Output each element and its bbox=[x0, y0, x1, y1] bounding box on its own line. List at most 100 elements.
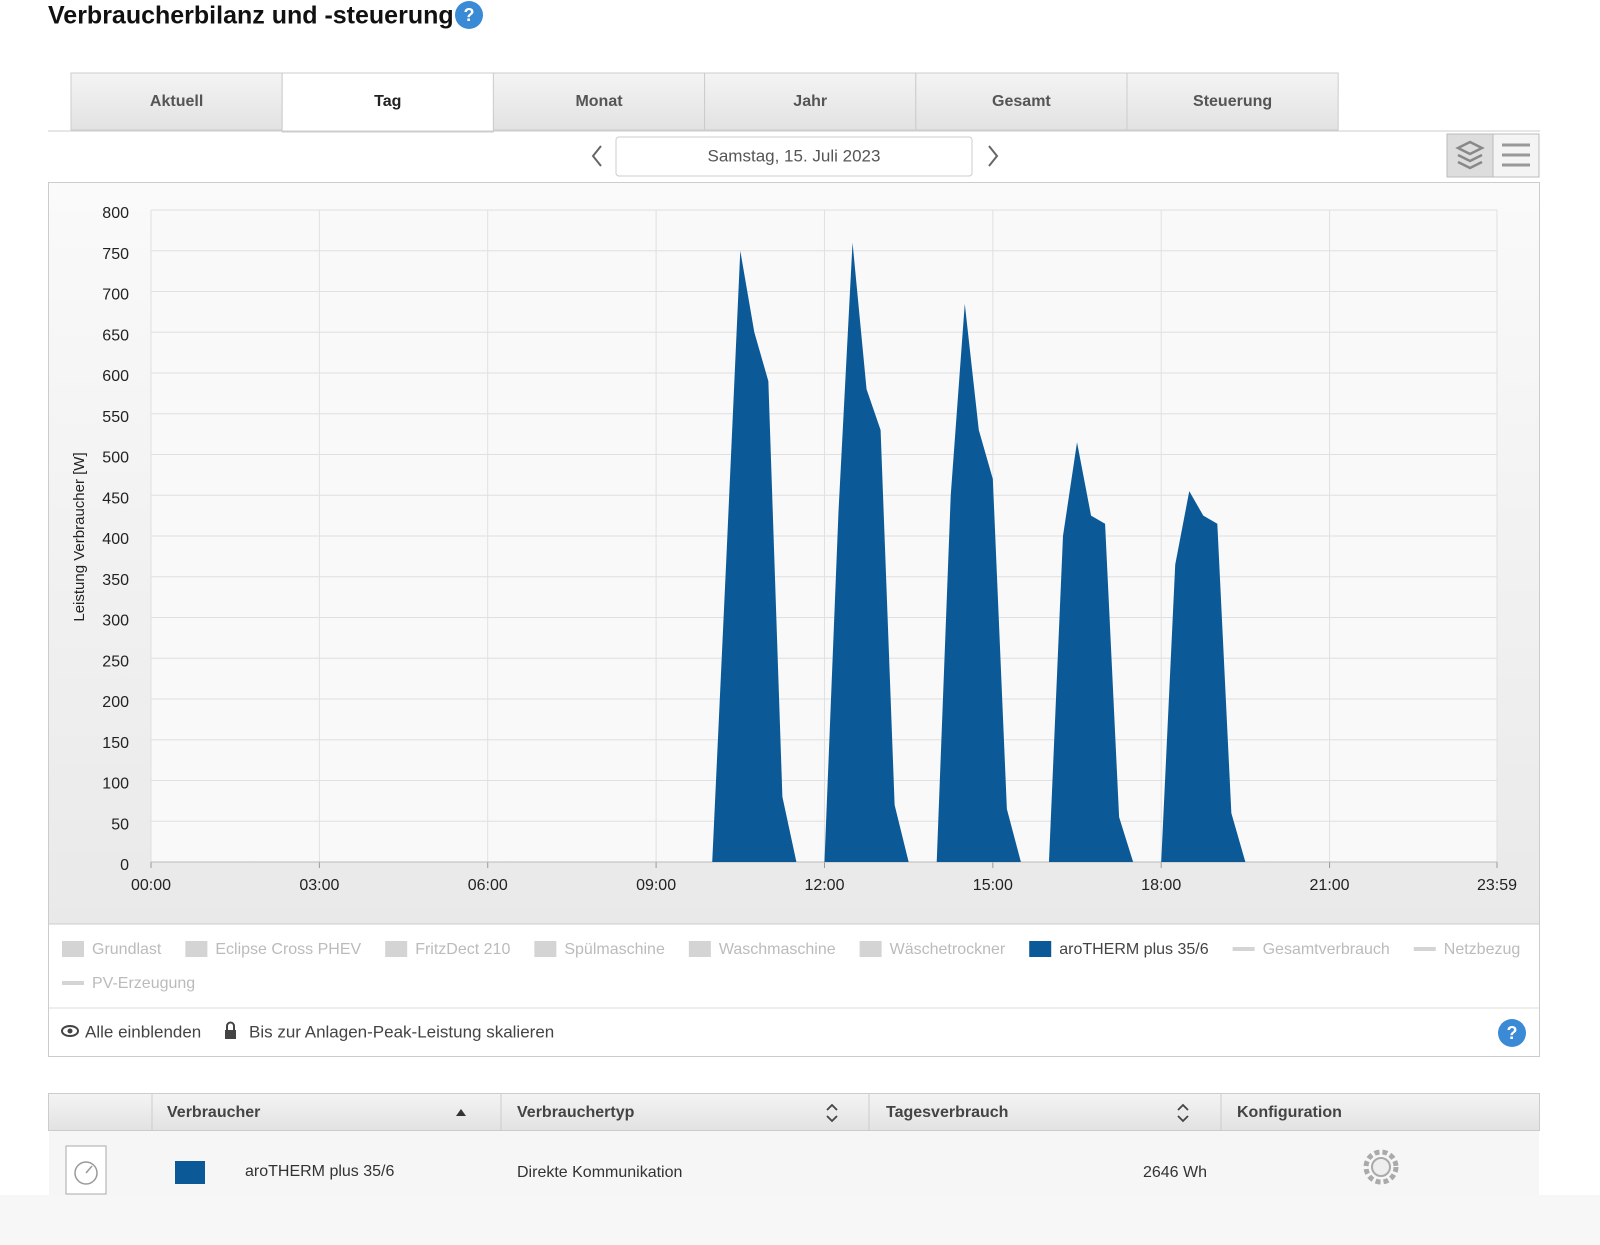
tab-bar: Aktuell Tag Monat Jahr Gesamt Steuerung bbox=[70, 72, 1339, 133]
legend-label: Wäschetrockner bbox=[890, 941, 1006, 958]
table-header bbox=[48, 1093, 1540, 1131]
column-dividers bbox=[151, 1094, 1222, 1130]
view-stacked[interactable] bbox=[1446, 133, 1494, 178]
svg-text:?: ? bbox=[464, 5, 475, 25]
y-tick-label: 650 bbox=[102, 327, 129, 344]
switch-icon bbox=[65, 1145, 107, 1195]
y-tick-label: 600 bbox=[102, 368, 129, 385]
legend-label: Netzbezug bbox=[1444, 941, 1521, 958]
legend-item[interactable]: Netzbezug bbox=[1413, 941, 1521, 958]
legend-label: Spülmaschine bbox=[564, 941, 665, 958]
legend-label: FritzDect 210 bbox=[415, 941, 510, 958]
column-header[interactable]: Konfiguration bbox=[1237, 1104, 1342, 1121]
scale-option[interactable]: Bis zur Anlagen-Peak-Leistung skalieren bbox=[249, 1022, 554, 1041]
y-tick-label: 450 bbox=[102, 490, 129, 507]
legend-swatch bbox=[62, 981, 84, 985]
legend-label: Waschmaschine bbox=[719, 941, 836, 958]
grid: 0 50 100 150 200 250 300 350 400 450 500 550 600 650 7… bbox=[102, 205, 1517, 894]
column-header[interactable]: Verbraucher bbox=[167, 1104, 260, 1121]
config-gear[interactable] bbox=[1363, 1149, 1399, 1185]
show-all[interactable]: Alle einblenden bbox=[85, 1022, 201, 1041]
legend: Grundlast Eclipse Cross PHEV FritzDect 210… bbox=[62, 941, 1520, 992]
y-tick-label: 50 bbox=[111, 816, 129, 833]
legend-item[interactable]: Wäschetrockner bbox=[859, 941, 1006, 958]
legend-item[interactable]: Gesamtverbrauch bbox=[1232, 941, 1390, 958]
legend-swatch bbox=[62, 941, 84, 957]
svg-text:?: ? bbox=[1507, 1023, 1518, 1043]
legend-label: aroTHERM plus 35/6 bbox=[1059, 941, 1208, 958]
lines-icon bbox=[1502, 143, 1530, 167]
page-title: Verbraucherbilanz und -steuerung bbox=[48, 2, 454, 30]
x-tick-label: 23:59 bbox=[1477, 877, 1517, 894]
area bbox=[712, 242, 1246, 863]
plot bbox=[712, 242, 1246, 863]
legend-label: PV-Erzeugung bbox=[92, 975, 195, 992]
y-tick-label: 400 bbox=[102, 531, 129, 548]
legend-item[interactable]: FritzDect 210 bbox=[385, 941, 510, 958]
column-header[interactable]: Tagesverbrauch bbox=[886, 1104, 1008, 1121]
prev-day[interactable] bbox=[591, 145, 602, 167]
legend-label: Gesamtverbrauch bbox=[1263, 941, 1390, 958]
date-label: Samstag, 15. Juli 2023 bbox=[708, 146, 881, 165]
stack-icon bbox=[1455, 140, 1485, 170]
tab[interactable] bbox=[281, 72, 494, 133]
legend-swatch bbox=[859, 941, 882, 957]
x-tick-label: 03:00 bbox=[299, 877, 339, 894]
legend-item[interactable]: aroTHERM plus 35/6 bbox=[1029, 941, 1209, 958]
legend-item[interactable]: Spülmaschine bbox=[534, 941, 665, 958]
tab-label: Monat bbox=[575, 93, 623, 110]
row-color bbox=[175, 1161, 205, 1184]
y-tick-label: 700 bbox=[102, 287, 129, 304]
legend-swatch bbox=[185, 941, 208, 957]
y-tick-label: 200 bbox=[102, 694, 129, 711]
y-tick-label: 800 bbox=[102, 205, 129, 222]
date-box[interactable] bbox=[615, 136, 973, 177]
y-tick-label: 300 bbox=[102, 613, 129, 630]
help-icon[interactable]: ? bbox=[1498, 1019, 1526, 1047]
x-tick-label: 06:00 bbox=[468, 877, 508, 894]
x-tick-label: 21:00 bbox=[1310, 877, 1350, 894]
eye-icon bbox=[61, 1025, 79, 1037]
sort-asc bbox=[456, 1109, 466, 1116]
y-tick-label: 0 bbox=[120, 857, 129, 874]
tab-label: Steuerung bbox=[1193, 93, 1272, 110]
legend-item[interactable]: Grundlast bbox=[62, 941, 162, 958]
legend-swatch bbox=[688, 941, 711, 957]
legend-item[interactable]: Eclipse Cross PHEV bbox=[185, 941, 362, 958]
tab-label: Gesamt bbox=[992, 93, 1051, 110]
legend-swatch bbox=[534, 941, 557, 957]
tab-label: Aktuell bbox=[150, 93, 203, 110]
legend-item[interactable]: Waschmaschine bbox=[688, 941, 836, 958]
tab-label: Jahr bbox=[793, 93, 827, 110]
x-tick-label: 15:00 bbox=[973, 877, 1013, 894]
x-tick-label: 12:00 bbox=[804, 877, 844, 894]
legend-item[interactable]: PV-Erzeugung bbox=[62, 975, 195, 992]
legend-swatch bbox=[385, 941, 408, 957]
footer-area bbox=[0, 1195, 1600, 1245]
y-tick-label: 250 bbox=[102, 653, 129, 670]
y-tick-label: 150 bbox=[102, 735, 129, 752]
tab-label: Tag bbox=[374, 93, 401, 110]
sort-icon bbox=[1177, 1103, 1189, 1123]
lock-icon bbox=[225, 1021, 236, 1039]
cell: aroTHERM plus 35/6 bbox=[245, 1163, 394, 1180]
y-axis-label: Leistung Verbraucher [W] bbox=[71, 452, 88, 621]
next-day[interactable] bbox=[988, 145, 999, 167]
y-tick-label: 500 bbox=[102, 450, 129, 467]
x-tick-label: 00:00 bbox=[131, 877, 171, 894]
legend-label: Eclipse Cross PHEV bbox=[215, 941, 361, 958]
legend-swatch bbox=[1413, 947, 1436, 951]
x-tick-label: 18:00 bbox=[1141, 877, 1181, 894]
tab[interactable] bbox=[1126, 72, 1339, 131]
y-tick-label: 350 bbox=[102, 572, 129, 589]
y-tick-label: 550 bbox=[102, 409, 129, 426]
tab[interactable] bbox=[915, 72, 1128, 131]
legend-label: Grundlast bbox=[92, 941, 162, 958]
column-header[interactable]: Verbrauchertyp bbox=[517, 1104, 635, 1121]
help-icon[interactable]: ? bbox=[455, 1, 483, 29]
y-tick-label: 750 bbox=[102, 246, 129, 263]
sort-icon bbox=[826, 1103, 838, 1123]
y-tick-label: 100 bbox=[102, 776, 129, 793]
